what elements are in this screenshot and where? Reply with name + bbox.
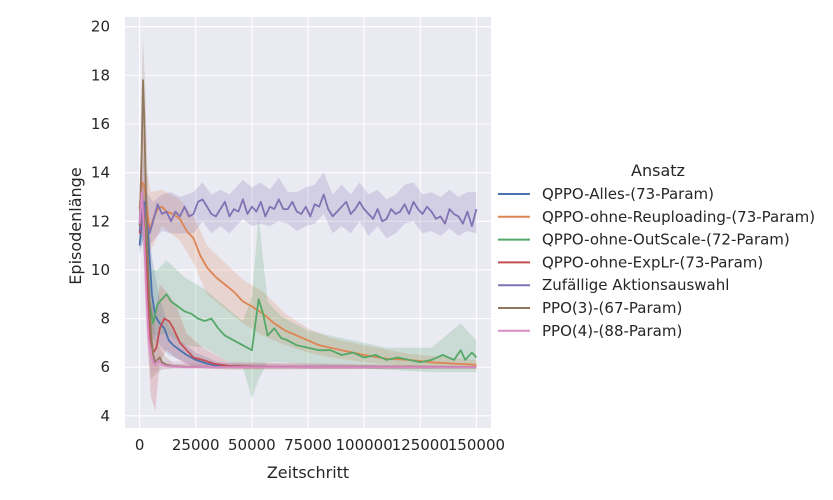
- legend-item-qppo-ohne-outscale-72-param: QPPO-ohne-OutScale-(72-Param): [498, 231, 790, 249]
- legend: Ansatz QPPO-Alles-(73-Param) QPPO-ohne-Re…: [498, 161, 815, 340]
- y-tick-label: 16: [91, 115, 110, 133]
- legend-item-ppo-4-88-param: PPO(4)-(88-Param): [498, 322, 682, 340]
- series-line-qppo-ohne-outscale-72-param: [138, 208, 478, 364]
- x-tick-label: 100000: [336, 436, 393, 454]
- y-tick-label: 14: [91, 164, 110, 182]
- series-line-zuf-llige-aktionsauswahl: [138, 193, 478, 235]
- y-tick-label: 18: [91, 66, 110, 84]
- y-tick-label: 6: [100, 358, 110, 376]
- x-tick-label: 75000: [284, 436, 332, 454]
- x-tick-label: 50000: [228, 436, 276, 454]
- x-tick-label: 0: [135, 436, 145, 454]
- y-axis-label: Episodenlänge: [66, 167, 85, 284]
- y-tick-label: 20: [91, 18, 110, 36]
- y-tick-label: 8: [100, 310, 110, 328]
- legend-label: PPO(4)-(88-Param): [542, 322, 682, 340]
- plot-area: [138, 38, 478, 411]
- band-qppo-alles-73-param: [139, 177, 477, 369]
- y-tick-label: 10: [91, 261, 110, 279]
- legend-item-zuf-llige-aktionsauswahl: Zufällige Aktionsauswahl: [498, 276, 729, 294]
- series-line-qppo-ohne-explr-73-param: [138, 205, 477, 369]
- x-tick-label: 125000: [392, 436, 449, 454]
- y-axis-ticks: 4 6 8 10 12 14 16 18 20: [91, 18, 110, 425]
- legend-label: QPPO-ohne-OutScale-(72-Param): [542, 231, 790, 249]
- x-tick-label: 150000: [448, 436, 505, 454]
- legend-label: QPPO-Alles-(73-Param): [542, 185, 714, 203]
- band-qppo-ohne-outscale-72-param: [139, 179, 477, 399]
- band-qppo-ohne-reuploading-73-param: [139, 111, 477, 369]
- legend-label: QPPO-ohne-Reuploading-(73-Param): [542, 208, 815, 226]
- legend-item-qppo-ohne-explr-73-param: QPPO-ohne-ExpLr-(73-Param): [498, 253, 763, 271]
- legend-title: Ansatz: [631, 161, 685, 180]
- legend-item-ppo-3-67-param: PPO(3)-(67-Param): [498, 299, 682, 317]
- y-tick-label: 12: [91, 212, 110, 230]
- y-tick-label: 4: [100, 407, 110, 425]
- legend-item-qppo-ohne-reuploading-73-param: QPPO-ohne-Reuploading-(73-Param): [498, 208, 815, 226]
- series-line-ppo-4-88-param: [138, 191, 477, 369]
- band-zuf-llige-aktionsauswahl: [139, 153, 477, 251]
- x-tick-label: 25000: [172, 436, 220, 454]
- x-axis-label: Zeitschritt: [267, 463, 349, 482]
- legend-label: Zufällige Aktionsauswahl: [542, 276, 729, 294]
- legend-label: PPO(3)-(67-Param): [542, 299, 682, 317]
- band-qppo-ohne-explr-73-param: [139, 179, 477, 411]
- legend-label: QPPO-ohne-ExpLr-(73-Param): [542, 253, 763, 271]
- legend-item-qppo-alles-73-param: QPPO-Alles-(73-Param): [498, 185, 714, 203]
